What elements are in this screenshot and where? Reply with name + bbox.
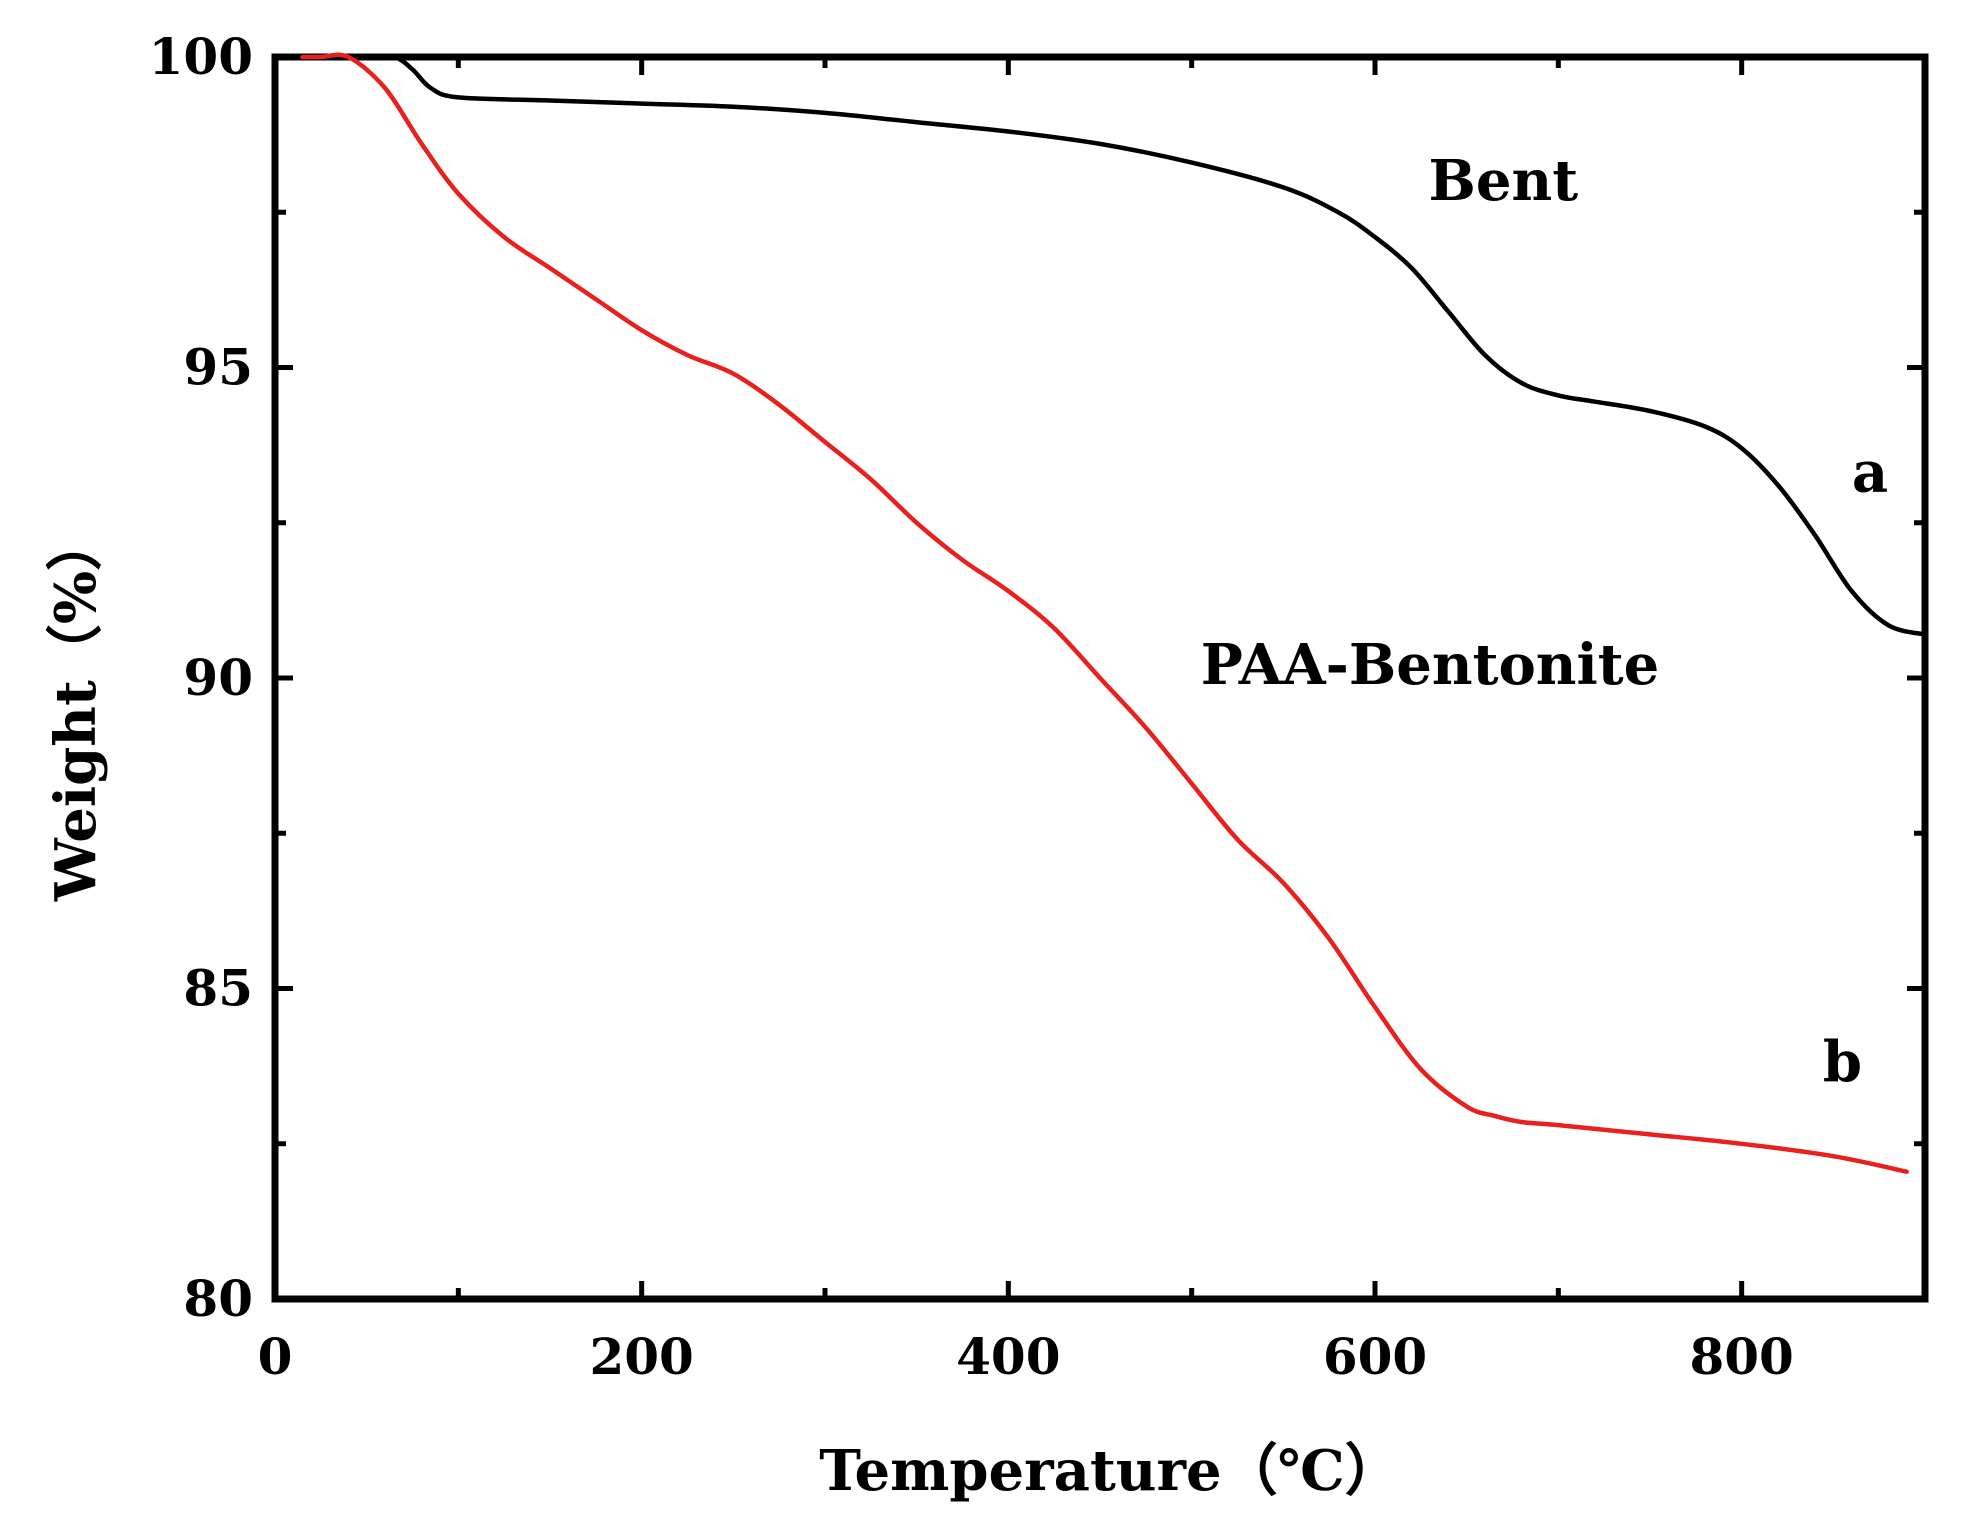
x-tick-label: 400 — [956, 1327, 1060, 1386]
series-layer — [272, 52, 1928, 1174]
y-tick-label: 80 — [183, 1269, 253, 1328]
x-axis-title: Temperature（℃） — [819, 1438, 1401, 1504]
y-tick-label: 85 — [183, 959, 253, 1018]
series-line-2 — [300, 52, 1909, 1174]
annotation-label: Bent — [1429, 148, 1579, 214]
annotation-label: b — [1823, 1030, 1862, 1096]
x-tick-label: 200 — [589, 1327, 693, 1386]
labels-layer: 0 200 400 600 800 80 85 90 95 100 Temperature（℃） We… — [43, 27, 1888, 1504]
annotation-label: PAA-Bentonite — [1201, 632, 1660, 698]
y-tick-label: 100 — [149, 27, 253, 86]
series-line-1 — [272, 53, 1928, 637]
y-tick-label: 90 — [183, 648, 253, 707]
y-axis-title: Weight（%） — [43, 515, 109, 902]
x-tick-label: 600 — [1323, 1327, 1427, 1386]
x-tick-label: 0 — [258, 1327, 293, 1386]
annotation-label: a — [1852, 440, 1888, 506]
x-tick-label: 800 — [1689, 1327, 1793, 1386]
y-tick-label: 95 — [183, 338, 253, 397]
